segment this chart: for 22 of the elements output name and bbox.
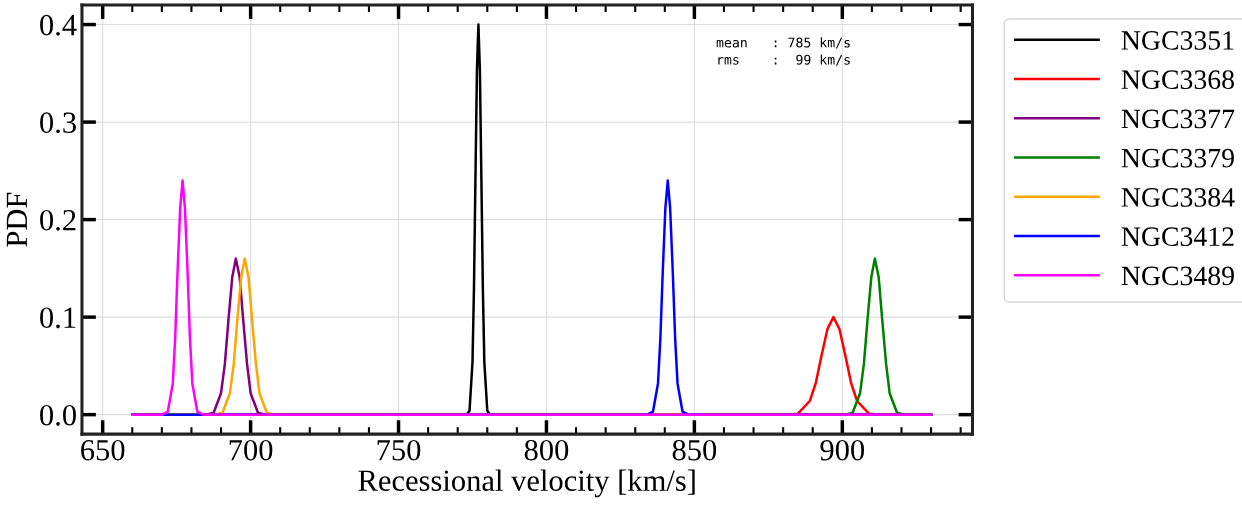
legend-label: NGC3384 [1121,188,1235,207]
x-tick-label: 850 [672,439,717,461]
y-tick-label: 0.4 [40,14,77,36]
legend-label: NGC3489 [1121,266,1234,286]
x-tick-label: 700 [229,439,273,461]
legend-label: NGC3412 [1121,227,1234,247]
x-tick-label: 800 [524,439,569,461]
y-axis-title: PDF [6,192,27,247]
annotation: rms : 99 km/s [718,54,850,66]
y-tick-label: 0.2 [40,209,76,231]
x-axis-title: Recessional velocity [km/s] [358,469,695,498]
annotation: mean : 785 km/s [716,37,850,49]
legend-label: NGC3379 [1121,148,1234,168]
legend-label: NGC3351 [1121,31,1234,50]
x-tick-label: 650 [81,439,125,461]
x-tick-label: 900 [820,439,865,461]
y-tick-label: 0.1 [40,307,76,329]
y-tick-label: 0.3 [40,112,76,134]
legend-label: NGC3377 [1121,109,1235,129]
y-tick-label: 0.0 [40,404,76,426]
x-tick-label: 750 [377,439,421,461]
legend-label: NGC3368 [1121,70,1234,90]
